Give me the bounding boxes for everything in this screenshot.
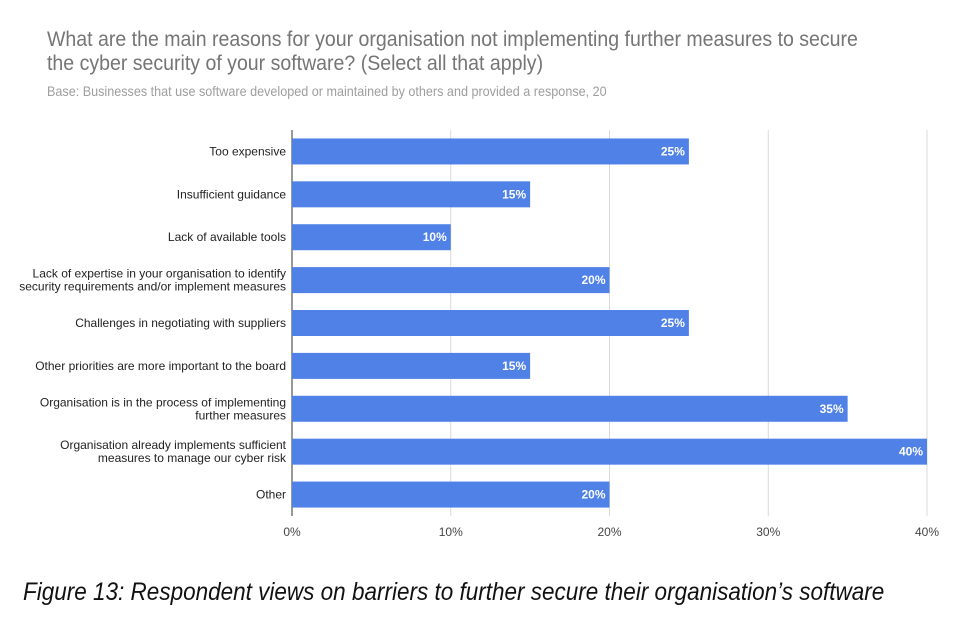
x-axis-ticks: 0% 10% 20% 30% 40% [283, 525, 939, 539]
category-label: Lack of available tools [168, 230, 286, 244]
bar-value-label: 35% [820, 402, 844, 416]
x-tick-label: 40% [915, 525, 939, 539]
category-label: Other priorities are more important to t… [35, 359, 286, 373]
category-labels: Too expensive Insufficient guidance Lack o… [19, 144, 287, 501]
bar [292, 352, 531, 379]
bar [292, 224, 451, 251]
category-label: Challenges in negotiating with suppliers [75, 316, 286, 330]
category-label: Organisation already implements sufficie… [60, 438, 287, 452]
bar-value-label: 20% [581, 488, 605, 502]
category-label: Insufficient guidance [177, 187, 287, 201]
bars: 25% 15% 10% 20% 25% 15% 35% 40% 20% [292, 138, 927, 508]
category-label: Too expensive [209, 144, 286, 158]
category-label: security requirements and/or implement m… [19, 280, 286, 294]
category-label: Lack of expertise in your organisation t… [33, 267, 286, 281]
x-tick-label: 20% [597, 525, 621, 539]
bar-value-label: 40% [899, 445, 923, 459]
bar [292, 267, 610, 294]
bar-value-label: 20% [581, 273, 605, 287]
category-label: further measures [195, 408, 286, 422]
bar [292, 481, 610, 508]
figure-caption: Figure 13: Respondent views on barriers … [23, 578, 885, 606]
category-label: Organisation is in the process of implem… [40, 395, 286, 409]
bar [292, 181, 531, 208]
x-tick-label: 10% [439, 525, 463, 539]
bar [292, 310, 689, 336]
bar [292, 438, 927, 465]
bar-value-label: 10% [423, 230, 447, 244]
x-tick-label: 0% [283, 525, 301, 539]
bar [292, 395, 848, 422]
category-label: Other [256, 488, 286, 502]
bar [292, 138, 689, 165]
bar-value-label: 15% [502, 187, 526, 201]
chart-subtitle: Base: Businesses that use software devel… [47, 83, 607, 99]
x-tick-label: 30% [756, 525, 780, 539]
bar-value-label: 15% [502, 359, 526, 373]
chart-title: What are the main reasons for your organ… [47, 28, 858, 75]
bar-chart: 25% 15% 10% 20% 25% 15% 35% 40% 20% Too expensiv… [19, 130, 939, 539]
bar-value-label: 25% [661, 144, 685, 158]
bar-value-label: 25% [661, 316, 685, 330]
category-label: measures to manage our cyber risk [98, 451, 287, 465]
